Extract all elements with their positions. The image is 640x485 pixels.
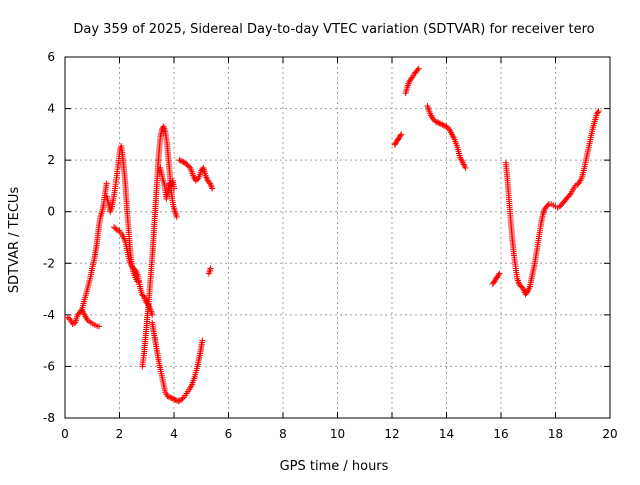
data-point [164, 393, 171, 400]
data-point [398, 131, 405, 138]
data-point [429, 115, 436, 122]
axis-ticks: 0 2 4 6 8 10 12 14 16 18 20 -8 -6 -4 -2 0 2 4 6 [43, 50, 618, 441]
data-point [496, 270, 503, 277]
data-point [566, 191, 573, 198]
data-point [111, 224, 118, 231]
data-point [408, 75, 415, 82]
data-point [176, 157, 183, 164]
data-point [194, 176, 201, 183]
data-point [433, 119, 440, 126]
x-tick-label: 18 [548, 427, 563, 441]
x-tick-label: 20 [602, 427, 617, 441]
x-tick-label: 2 [116, 427, 124, 441]
data-point [169, 395, 176, 402]
data-point [131, 266, 138, 273]
data-point [495, 271, 502, 278]
data-point [178, 396, 185, 403]
data-point [595, 108, 602, 115]
y-tick-label: 6 [47, 50, 55, 64]
data-series [64, 65, 602, 405]
data-point [181, 159, 188, 166]
data-point [103, 180, 110, 187]
data-point [179, 158, 186, 165]
data-point [439, 121, 446, 128]
data-point [139, 292, 146, 299]
data-point [185, 163, 192, 170]
data-point [64, 314, 71, 321]
data-point [523, 289, 530, 296]
chart-title: Day 359 of 2025, Sidereal Day-to-day VTE… [73, 22, 594, 37]
data-point [207, 265, 214, 272]
data-point [165, 393, 172, 400]
data-point [436, 120, 443, 127]
data-point [168, 395, 175, 402]
data-point [172, 396, 179, 403]
y-tick-label: -8 [43, 411, 55, 425]
x-tick-label: 16 [493, 427, 508, 441]
x-axis-label: GPS time / hours [280, 459, 389, 474]
x-tick-label: 14 [439, 427, 454, 441]
data-point [432, 118, 439, 125]
y-tick-label: 2 [47, 153, 55, 167]
data-point [184, 162, 191, 169]
x-tick-label: 12 [384, 427, 399, 441]
data-point [462, 164, 469, 171]
data-point [183, 161, 190, 168]
data-point [444, 124, 451, 131]
data-point [415, 65, 422, 72]
data-point [438, 121, 445, 128]
data-point [192, 177, 199, 184]
data-point [443, 123, 450, 130]
data-point [171, 185, 177, 192]
x-tick-label: 0 [61, 427, 69, 441]
y-tick-label: 4 [47, 102, 55, 116]
data-point [115, 227, 122, 234]
x-tick-label: 6 [225, 427, 233, 441]
data-point [575, 180, 582, 187]
grid [65, 57, 610, 418]
data-point [544, 202, 551, 209]
data-point [173, 213, 180, 220]
x-tick-label: 4 [170, 427, 178, 441]
y-tick-label: -2 [43, 256, 55, 270]
data-point [149, 311, 156, 318]
data-point [69, 320, 76, 327]
data-point [205, 179, 212, 186]
data-point [435, 119, 442, 126]
data-point [519, 284, 526, 291]
data-point [66, 315, 73, 322]
data-point [209, 185, 216, 192]
data-point [171, 396, 178, 403]
data-point [113, 226, 120, 233]
data-point [414, 66, 421, 73]
data-point [177, 157, 184, 164]
data-point [440, 122, 447, 129]
data-point [96, 323, 103, 330]
data-point [167, 394, 174, 401]
x-tick-label: 10 [330, 427, 345, 441]
y-axis-label: SDTVAR / TECUs [7, 187, 22, 294]
x-tick-label: 8 [279, 427, 287, 441]
data-point [594, 109, 601, 116]
y-tick-label: -6 [43, 359, 55, 373]
data-point [175, 398, 182, 405]
data-point [199, 337, 206, 344]
y-tick-label: -4 [43, 308, 55, 322]
data-point [397, 132, 404, 139]
data-point [179, 395, 186, 402]
y-tick-label: 0 [47, 205, 55, 219]
